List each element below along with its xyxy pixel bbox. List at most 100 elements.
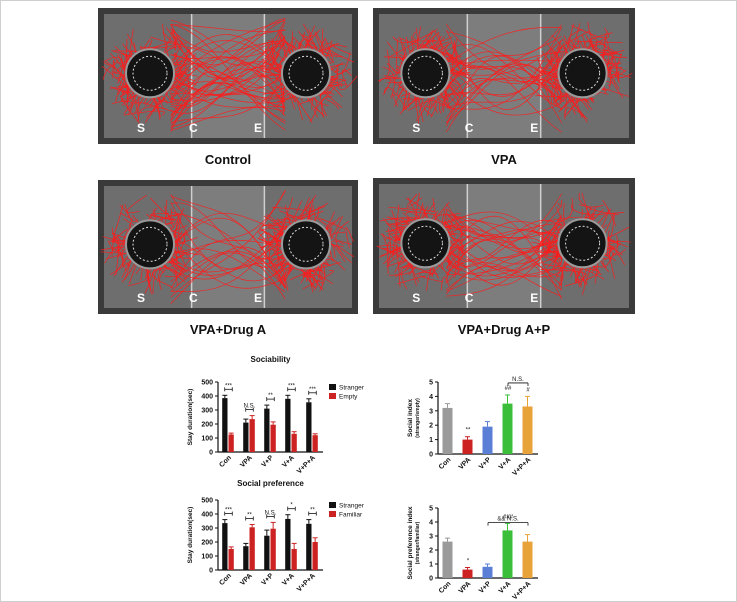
track-trace xyxy=(170,34,286,72)
x-tick-label: V+P xyxy=(260,454,275,469)
track-trace xyxy=(571,25,609,39)
track-trace xyxy=(170,222,286,292)
bar-vpa-stranger xyxy=(243,422,249,452)
y-tick-label: 2 xyxy=(429,423,433,430)
cup-zone xyxy=(288,55,324,91)
track-trace xyxy=(446,66,562,133)
track-trace xyxy=(315,31,334,63)
bar-vpppa xyxy=(522,406,533,454)
track-trace xyxy=(103,56,123,84)
track-trace xyxy=(446,68,562,108)
bar-vpp-empty xyxy=(270,424,276,452)
track-trace xyxy=(162,27,177,44)
track-trace xyxy=(382,66,395,99)
track-trace xyxy=(103,59,119,66)
y-axis-label: Social preference index xyxy=(407,506,414,579)
bar-vpp-stranger xyxy=(264,535,270,570)
comparison-label: && N.S. xyxy=(497,517,519,523)
track-trace xyxy=(305,274,334,285)
track-trace xyxy=(170,212,286,250)
track-trace xyxy=(446,205,562,239)
track-trace xyxy=(331,44,352,55)
y-axis-label-secondary: (stranger/familiar) xyxy=(415,521,421,564)
chart-social-preference: Social preference Stay duration(sec) 0 100 2… xyxy=(180,478,370,600)
track-trace xyxy=(304,38,316,45)
bar-vpa-familiar xyxy=(249,527,255,570)
track-trace xyxy=(111,232,115,256)
y-tick-label: 0 xyxy=(209,568,213,575)
legend-swatch-stranger xyxy=(329,384,336,390)
track-trace xyxy=(557,199,563,207)
track-trace xyxy=(446,262,562,284)
track-trace xyxy=(415,272,439,276)
y-tick-label: 3 xyxy=(429,408,433,415)
chart-title: Social preference xyxy=(237,479,304,488)
y-tick-label: 4 xyxy=(429,394,433,401)
track-trace xyxy=(302,269,334,290)
y-tick-label: 3 xyxy=(429,534,433,541)
track-trace xyxy=(170,211,286,288)
y-axis-label-secondary: (stranger/empty) xyxy=(415,398,421,438)
significance-label: * xyxy=(290,503,293,509)
center-chamber xyxy=(191,186,265,308)
condition-label-vpa-drug-a: VPA+Drug A xyxy=(189,322,267,337)
zone-label-e: E xyxy=(254,291,262,305)
zone-label-e: E xyxy=(530,291,538,305)
y-tick-label: 300 xyxy=(201,526,213,533)
significance-label: # xyxy=(526,387,530,393)
track-trace xyxy=(107,217,133,252)
track-trace xyxy=(576,41,623,44)
zone-label-s: S xyxy=(412,121,420,135)
track-trace xyxy=(446,256,562,281)
track-trace xyxy=(101,65,129,93)
y-tick-label: 100 xyxy=(201,554,213,561)
significance-label: *** xyxy=(225,508,233,514)
zone-label-c: C xyxy=(189,121,198,135)
track-trace xyxy=(608,50,617,78)
track-trace xyxy=(297,98,313,105)
track-trace xyxy=(589,212,624,216)
track-trace xyxy=(392,93,399,107)
track-trace xyxy=(559,264,582,288)
legend-label-stranger: Stranger xyxy=(339,385,365,392)
track-trace xyxy=(607,56,628,99)
track-trace xyxy=(178,53,197,75)
bar-vpa-stranger xyxy=(285,398,291,452)
significance-label: ** xyxy=(310,508,315,514)
x-tick-label: V+A xyxy=(498,580,513,595)
track-trace xyxy=(446,24,562,101)
track-trace xyxy=(170,79,286,108)
bar-vpa-stranger xyxy=(285,518,291,570)
x-tick-label: V+P xyxy=(478,456,493,471)
y-tick-label: 0 xyxy=(209,450,213,457)
track-trace xyxy=(170,24,286,80)
track-trace xyxy=(534,83,564,89)
track-trace xyxy=(550,41,580,61)
track-trace xyxy=(418,269,443,283)
bar-vpa-empty xyxy=(249,419,255,452)
bar-con xyxy=(442,541,453,578)
track-trace xyxy=(392,239,401,288)
bar-vpppa-stranger xyxy=(306,402,312,452)
x-tick-label: Con xyxy=(438,580,453,595)
track-trace xyxy=(336,65,358,90)
bar-vpa-stranger xyxy=(243,546,249,570)
track-trace xyxy=(170,189,286,290)
track-trace xyxy=(104,245,124,268)
track-trace xyxy=(386,63,398,78)
track-trace xyxy=(263,31,283,65)
track-trace xyxy=(170,227,286,280)
x-tick-label: VPA xyxy=(239,572,254,587)
track-trace xyxy=(611,50,625,67)
track-trace xyxy=(305,38,319,49)
y-tick-label: 200 xyxy=(201,540,213,547)
track-trace xyxy=(608,245,625,279)
y-axis-label: Stay duration(sec) xyxy=(187,507,194,564)
cup-zone xyxy=(132,226,168,262)
legend-swatch-stranger xyxy=(329,502,336,508)
track-trace xyxy=(264,38,274,67)
x-tick-label: V+P+A xyxy=(511,580,532,601)
bar-vpppa xyxy=(522,541,533,578)
track-trace xyxy=(170,250,286,282)
track-trace xyxy=(170,40,286,73)
